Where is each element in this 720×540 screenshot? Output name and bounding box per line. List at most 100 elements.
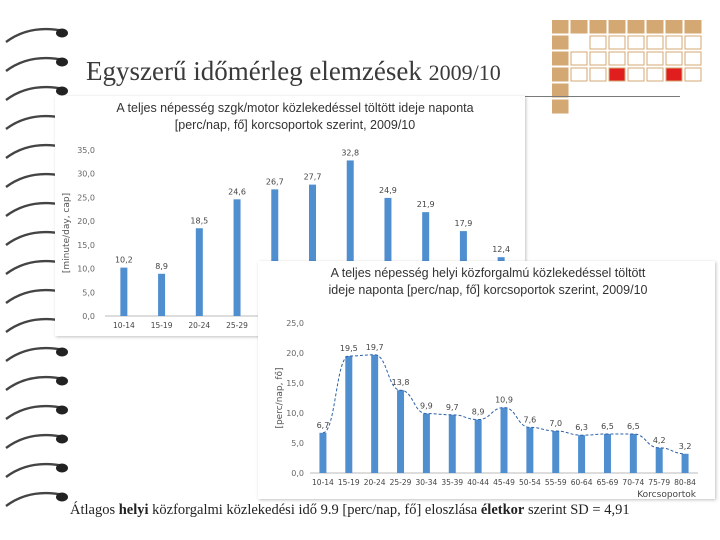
data-label: 9,7	[446, 403, 459, 412]
grid-square	[627, 67, 645, 82]
y-tick-label: 30,0	[77, 170, 95, 179]
data-label: 24,6	[228, 187, 246, 196]
spiral-hole	[56, 347, 68, 357]
bar	[681, 453, 689, 473]
grid-square	[570, 51, 588, 66]
y-tick-label: 35,0	[77, 146, 95, 155]
bar	[309, 184, 316, 316]
bar	[345, 356, 353, 473]
data-label: 24,9	[379, 186, 397, 195]
bar	[578, 435, 586, 473]
data-label: 13,8	[392, 378, 410, 387]
data-label: 6,5	[601, 422, 614, 431]
bar	[603, 434, 611, 473]
grid-square	[608, 51, 626, 66]
grid-square	[627, 51, 645, 66]
chart-2-panel: A teljes népesség helyi közforgalmú közl…	[258, 261, 715, 500]
grid-square	[589, 67, 607, 82]
grid-square	[646, 67, 664, 82]
chart-2-title-line2: ideje naponta [perc/nap, fő] korcsoporto…	[328, 283, 648, 297]
grid-square	[627, 20, 645, 34]
spiral-ring	[5, 491, 65, 507]
x-tick-label: 55-59	[545, 478, 567, 487]
footer-part-1: Átlagos	[70, 502, 119, 518]
data-label: 4,2	[653, 436, 666, 445]
grid-square	[589, 51, 607, 66]
footer-part-2: közforgalmi közlekedési idő 9.9 [perc/na…	[148, 502, 481, 518]
y-tick-label: 20,0	[77, 217, 95, 226]
spiral-hole	[56, 434, 68, 444]
footer-caption: Átlagos helyi közforgalmi közlekedési id…	[70, 502, 630, 519]
bar	[397, 390, 405, 473]
y-tick-label: 0,0	[291, 469, 304, 478]
y-tick-label: 5,0	[82, 288, 95, 297]
x-axis-label: Korcsoportok	[637, 490, 697, 500]
bar	[448, 414, 456, 473]
grid-square	[570, 67, 588, 82]
grid-square	[684, 51, 702, 66]
bar	[195, 228, 203, 316]
footer-bold-1: helyi	[118, 502, 149, 518]
spiral-hole	[56, 86, 68, 96]
spiral-ring	[5, 462, 65, 478]
data-label: 3,2	[679, 442, 692, 451]
data-label: 21,9	[417, 200, 435, 209]
bar	[552, 431, 560, 473]
bar	[422, 413, 430, 473]
x-tick-label: 70-74	[622, 478, 644, 487]
data-label: 18,5	[190, 216, 208, 225]
x-tick-label: 10-14	[312, 478, 334, 487]
chart-2-title-line1: A teljes népesség helyi közforgalmú közl…	[330, 266, 646, 280]
x-tick-label: 20-24	[364, 478, 386, 487]
bar	[629, 434, 637, 473]
grid-square	[552, 20, 569, 34]
x-tick-label: 25-29	[390, 478, 412, 487]
spiral-hole	[56, 376, 68, 386]
x-tick-label: 15-19	[338, 478, 360, 487]
grid-square-red	[665, 67, 683, 82]
chart-2-svg: [perc/nap, fő] 0,0 5,0 10,0 15,0 20,0 25,0 6,7 1…	[275, 319, 698, 500]
grid-square	[552, 35, 569, 50]
y-tick-label: 25,0	[286, 319, 304, 328]
y-tick-label: 10,0	[77, 265, 95, 274]
grid-square	[589, 20, 607, 34]
data-label: 10,9	[495, 396, 513, 405]
x-tick-label: 15-19	[151, 321, 173, 330]
grid-square-red	[608, 67, 626, 82]
data-label: 9,9	[420, 402, 433, 411]
grid-square	[665, 20, 683, 34]
spiral-ring	[5, 27, 65, 43]
data-label: 8,9	[472, 408, 485, 417]
slide-title: Egyszerű időmérleg elemzések 2009/10	[86, 56, 501, 87]
y-tick-label: 10,0	[286, 409, 304, 418]
data-label: 26,7	[266, 177, 284, 186]
y-axis-label: [minute/day, cap]	[62, 193, 72, 273]
spiral-ring	[5, 375, 65, 391]
bar	[655, 447, 663, 473]
x-tick-label: 65-69	[597, 478, 619, 487]
spiral-hole	[56, 492, 68, 502]
x-tick-label: 35-39	[441, 478, 463, 487]
slide-title-year: 2009/10	[428, 60, 501, 85]
spiral-ring	[5, 346, 65, 362]
grid-square	[608, 35, 626, 50]
chart-1-title-line2: [perc/nap, fő] korcsoportok szerint, 200…	[174, 118, 416, 132]
spiral-hole	[56, 405, 68, 415]
trendline	[322, 354, 686, 455]
bar	[271, 189, 279, 316]
x-tick-label: 50-54	[519, 478, 541, 487]
data-label: 8,9	[155, 262, 168, 271]
grid-square	[627, 35, 645, 50]
data-label: 27,7	[304, 173, 322, 182]
data-label: 6,7	[317, 421, 330, 430]
grid-square	[684, 67, 702, 82]
x-tick-label: 45-49	[493, 478, 515, 487]
footer-bold-2: életkor	[480, 502, 525, 518]
data-label: 7,0	[549, 419, 562, 428]
bar	[346, 160, 354, 316]
grid-square	[589, 35, 607, 50]
data-label: 6,5	[627, 422, 640, 431]
bar	[233, 199, 241, 316]
spiral-ring	[5, 433, 65, 449]
data-label: 6,3	[575, 423, 588, 432]
